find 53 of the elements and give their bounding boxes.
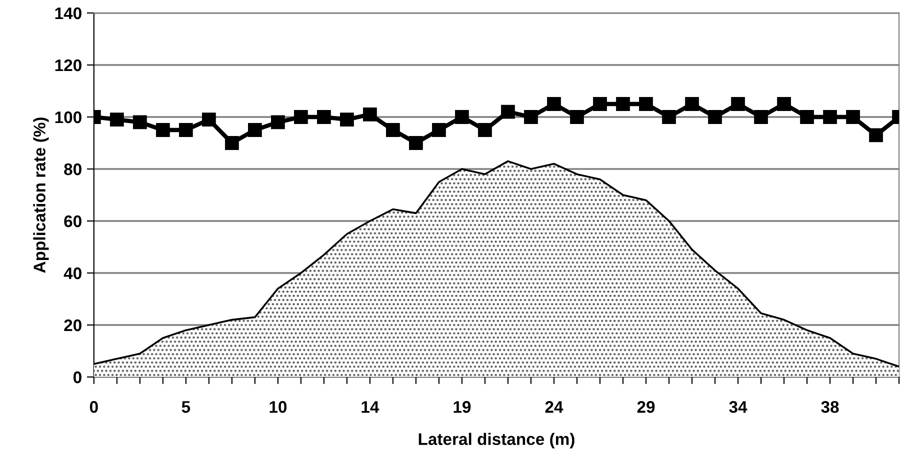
point bbox=[501, 104, 515, 119]
point bbox=[386, 123, 400, 137]
point bbox=[708, 110, 722, 124]
point bbox=[639, 97, 653, 111]
point bbox=[823, 110, 837, 124]
point bbox=[178, 123, 193, 137]
point bbox=[455, 110, 469, 124]
x-axis-title: Lateral distance (m) bbox=[418, 432, 574, 448]
x-tick-label: 0 bbox=[90, 401, 98, 413]
point bbox=[869, 128, 883, 142]
y-tick-label: 0 bbox=[73, 371, 82, 384]
point bbox=[662, 110, 676, 124]
y-tick-label: 80 bbox=[64, 163, 82, 176]
point bbox=[800, 110, 814, 124]
y-tick-label: 120 bbox=[55, 59, 82, 72]
point bbox=[110, 112, 124, 127]
point bbox=[317, 110, 331, 124]
point bbox=[294, 110, 308, 124]
y-tick-label: 60 bbox=[64, 215, 82, 228]
point bbox=[409, 136, 423, 150]
y-tick-label: 20 bbox=[64, 319, 82, 332]
point bbox=[524, 110, 538, 124]
point bbox=[156, 123, 170, 137]
point bbox=[132, 115, 147, 130]
point bbox=[547, 97, 561, 111]
y-axis-title: Application rate (%) bbox=[33, 118, 49, 273]
point bbox=[432, 123, 446, 137]
point bbox=[363, 107, 377, 122]
y-tick-label: 140 bbox=[55, 7, 82, 20]
point bbox=[270, 115, 285, 130]
y-tick-label: 100 bbox=[55, 111, 82, 124]
point bbox=[478, 123, 492, 137]
x-tick-label: 10 bbox=[270, 401, 287, 413]
point bbox=[202, 112, 216, 127]
x-tick-label: 38 bbox=[821, 401, 839, 413]
y-tick-label: 40 bbox=[64, 267, 82, 280]
point bbox=[777, 97, 791, 111]
point bbox=[593, 97, 607, 111]
point bbox=[616, 97, 630, 111]
point bbox=[846, 110, 860, 124]
point bbox=[224, 136, 239, 150]
x-tick-label: 34 bbox=[729, 401, 748, 413]
point bbox=[731, 97, 745, 111]
point bbox=[570, 110, 584, 124]
x-tick-label: 29 bbox=[637, 401, 655, 413]
x-tick-label: 14 bbox=[362, 401, 380, 413]
point bbox=[685, 97, 699, 111]
point bbox=[248, 123, 262, 137]
x-tick-label: 19 bbox=[454, 401, 471, 413]
point bbox=[754, 110, 768, 124]
point bbox=[340, 112, 354, 127]
x-tick-label: 5 bbox=[182, 401, 190, 413]
x-tick-label: 24 bbox=[545, 401, 564, 413]
